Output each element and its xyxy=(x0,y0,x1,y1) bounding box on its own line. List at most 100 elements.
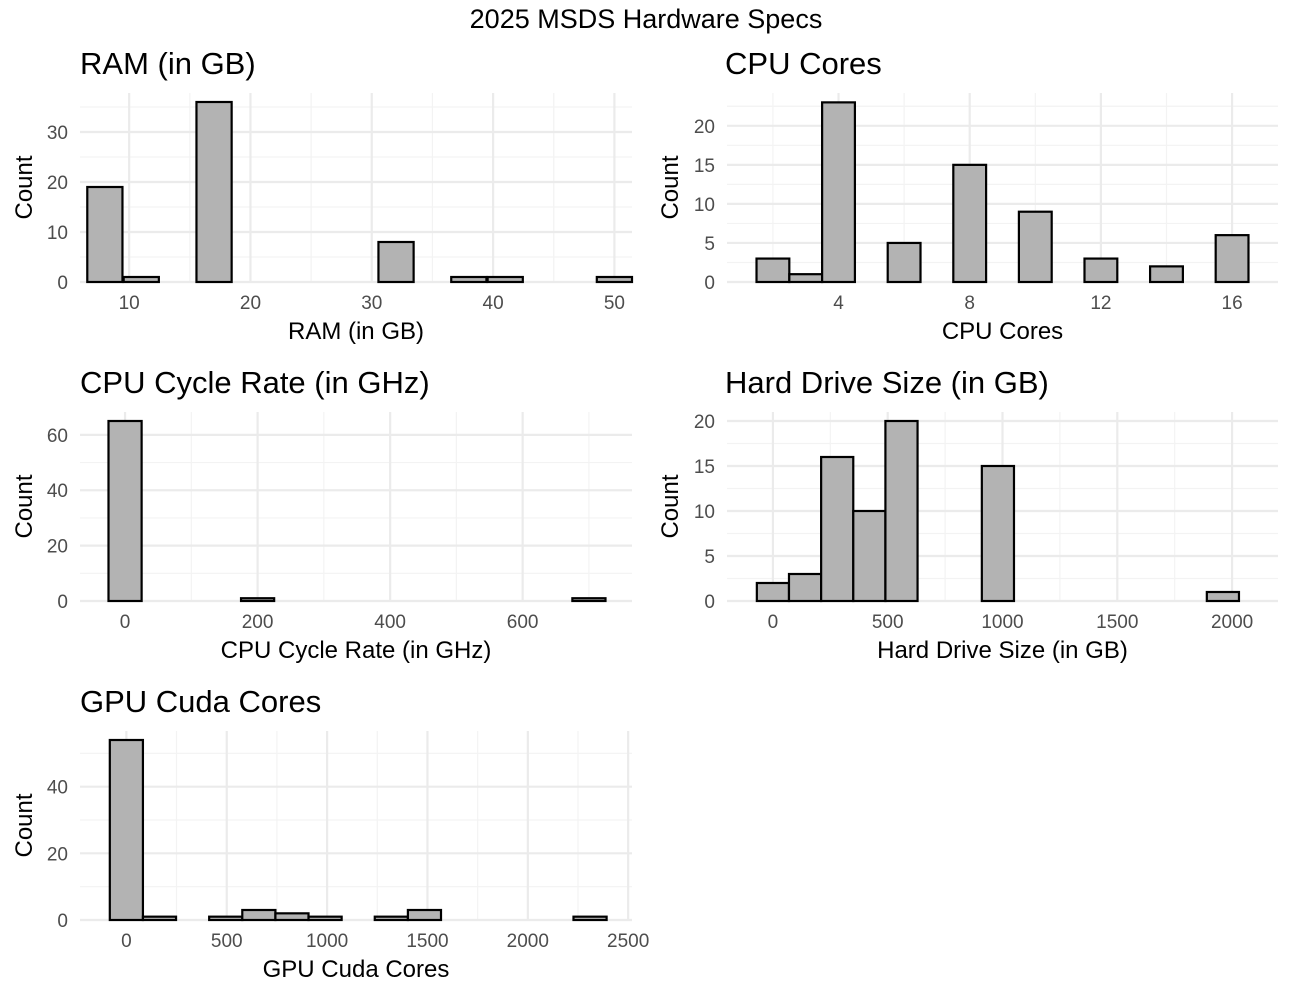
x-tick-label: 16 xyxy=(1222,293,1243,314)
y-axis-title: Count xyxy=(11,474,38,538)
histogram-bar xyxy=(1148,265,1184,284)
y-tick-label: 10 xyxy=(47,223,68,244)
x-tick-label: 12 xyxy=(1090,293,1111,314)
histogram-bar xyxy=(122,275,160,284)
y-axis-title: Count xyxy=(11,155,38,219)
panel-title: GPU Cuda Cores xyxy=(80,684,321,719)
histogram-bar xyxy=(406,908,443,922)
histogram-bar xyxy=(886,241,922,284)
y-tick-label: 0 xyxy=(57,911,68,932)
histogram-bar xyxy=(755,257,791,284)
histogram-bar xyxy=(820,455,855,603)
histogram-bar xyxy=(980,464,1016,603)
x-tick-label: 600 xyxy=(507,612,539,633)
x-tick-label: 500 xyxy=(872,612,904,633)
histogram-bar xyxy=(884,419,919,603)
histogram-bar xyxy=(572,915,608,922)
x-axis-title: GPU Cuda Cores xyxy=(263,956,450,983)
x-axis-title: CPU Cycle Rate (in GHz) xyxy=(221,637,492,664)
y-tick-label: 10 xyxy=(694,502,715,523)
x-tick-label: 8 xyxy=(964,293,975,314)
x-axis-title: CPU Cores xyxy=(942,318,1063,345)
histogram-bar xyxy=(821,101,857,284)
y-tick-label: 40 xyxy=(47,481,68,502)
histogram-bar xyxy=(241,908,277,922)
x-axis-title: RAM (in GB) xyxy=(288,318,424,345)
histogram-bar xyxy=(86,185,124,284)
histogram-bar xyxy=(373,915,409,922)
histogram-bar xyxy=(571,597,607,603)
histogram-bar xyxy=(377,240,415,284)
x-tick-label: 200 xyxy=(242,612,274,633)
x-tick-label: 2000 xyxy=(507,931,549,952)
y-tick-label: 0 xyxy=(57,592,68,613)
panel-title: RAM (in GB) xyxy=(80,46,256,81)
panel-title: Hard Drive Size (in GB) xyxy=(725,365,1049,400)
x-tick-label: 400 xyxy=(374,612,406,633)
histogram-bar xyxy=(787,572,823,603)
x-tick-label: 500 xyxy=(211,931,243,952)
y-tick-label: 0 xyxy=(704,273,715,294)
x-tick-label: 50 xyxy=(604,293,625,314)
x-tick-label: 1000 xyxy=(306,931,348,952)
x-tick-label: 2500 xyxy=(607,931,649,952)
y-tick-label: 5 xyxy=(704,547,715,568)
histogram-bar xyxy=(141,915,178,922)
x-tick-label: 0 xyxy=(120,612,131,633)
histogram-bar xyxy=(1083,257,1119,284)
x-tick-label: 40 xyxy=(483,293,504,314)
y-axis-title: Count xyxy=(657,474,684,538)
histogram-panel-5: 0 500 1000 1500 2000 2500 0 20 40 GPU Cuda Cores G… xyxy=(11,684,649,983)
histogram-bar xyxy=(108,738,145,922)
y-tick-label: 40 xyxy=(47,778,68,799)
panel-title: CPU Cycle Rate (in GHz) xyxy=(80,365,430,400)
histogram-bar xyxy=(486,275,524,284)
histogram-bar xyxy=(239,597,276,603)
x-tick-label: 1500 xyxy=(406,931,448,952)
histogram-panel-3: 0 200 400 600 0 20 40 60 CPU Cycle Rate (in GHz)… xyxy=(11,365,632,664)
histogram-bar xyxy=(307,915,343,922)
histogram-bar xyxy=(450,275,488,284)
histogram-bar xyxy=(755,581,791,603)
x-tick-label: 20 xyxy=(240,293,261,314)
x-tick-label: 10 xyxy=(119,293,140,314)
histogram-bar xyxy=(595,275,634,284)
y-tick-label: 20 xyxy=(694,412,715,433)
histogram-bar xyxy=(1017,210,1053,284)
panel-title: CPU Cores xyxy=(725,46,882,81)
y-tick-label: 10 xyxy=(694,195,715,216)
histogram-panel-1: 10 20 30 40 50 0 10 20 30 RAM (in GB) RAM (in GB) C… xyxy=(11,46,634,345)
x-tick-label: 1500 xyxy=(1096,612,1138,633)
histogram-bar xyxy=(208,915,244,922)
y-tick-label: 20 xyxy=(694,117,715,138)
y-tick-label: 15 xyxy=(694,156,715,177)
x-tick-label: 30 xyxy=(361,293,382,314)
y-tick-label: 20 xyxy=(47,844,68,865)
histogram-bar xyxy=(107,419,143,603)
x-tick-label: 4 xyxy=(833,293,844,314)
histogram-bar xyxy=(852,509,887,603)
x-tick-label: 2000 xyxy=(1211,612,1253,633)
y-tick-label: 60 xyxy=(47,426,68,447)
histogram-bar xyxy=(1205,590,1241,603)
histogram-bar xyxy=(195,100,233,284)
x-axis-title: Hard Drive Size (in GB) xyxy=(877,637,1128,664)
y-tick-label: 20 xyxy=(47,537,68,558)
y-tick-label: 5 xyxy=(704,234,715,255)
y-tick-label: 30 xyxy=(47,123,68,144)
y-tick-label: 0 xyxy=(704,592,715,613)
x-tick-label: 1000 xyxy=(981,612,1023,633)
histogram-panel-4: 0 500 1000 1500 2000 0 5 10 15 20 Hard Drive Size … xyxy=(657,365,1278,664)
y-tick-label: 0 xyxy=(57,273,68,294)
y-axis-title: Count xyxy=(657,155,684,219)
histogram-bar xyxy=(788,273,824,284)
page-title: 2025 MSDS Hardware Specs xyxy=(469,4,823,34)
x-tick-label: 0 xyxy=(121,931,132,952)
histogram-bar xyxy=(274,912,310,922)
x-tick-label: 0 xyxy=(768,612,779,633)
y-axis-title: Count xyxy=(11,793,38,857)
histogram-panel-2: 4 8 12 16 0 5 10 15 20 CPU Cores CPU Cores Count xyxy=(657,46,1278,345)
histogram-bar xyxy=(1214,234,1250,284)
y-tick-label: 15 xyxy=(694,457,715,478)
